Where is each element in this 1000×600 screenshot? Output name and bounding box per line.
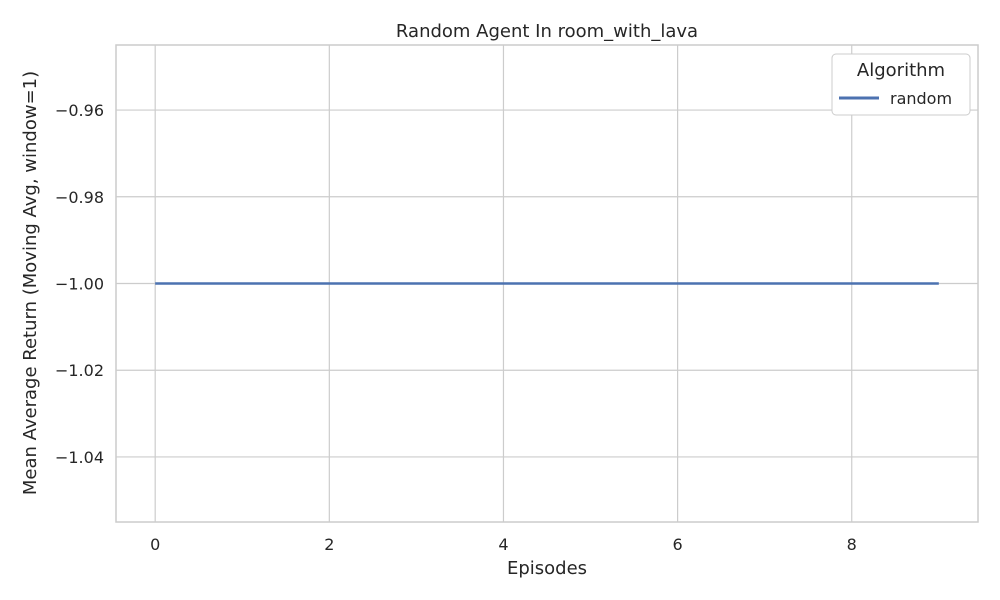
x-tick-label: 2 <box>324 535 334 554</box>
x-tick-label: 6 <box>673 535 683 554</box>
plot-frame <box>115 44 979 523</box>
x-tick-label: 0 <box>150 535 160 554</box>
y-tick-label: −1.02 <box>55 361 104 380</box>
x-axis-label: Episodes <box>507 558 587 579</box>
y-tick-label: −1.04 <box>55 448 104 467</box>
y-tick-label: −0.96 <box>55 101 104 120</box>
y-tick-label: −1.00 <box>55 275 104 294</box>
x-tick-label: 8 <box>847 535 857 554</box>
y-axis-label: Mean Average Return (Moving Avg, window=… <box>20 71 41 495</box>
legend-label-random: random <box>890 89 952 108</box>
y-tick-labels: −1.04 −1.02 −1.00 −0.98 −0.96 <box>55 101 104 467</box>
x-tick-labels: 0 2 4 6 8 <box>150 535 857 554</box>
legend-title: Algorithm <box>857 60 945 81</box>
y-tick-label: −0.98 <box>55 188 104 207</box>
chart-title: Random Agent In room_with_lava <box>396 21 698 42</box>
legend: Algorithm random <box>831 53 971 116</box>
x-tick-label: 4 <box>498 535 508 554</box>
legend-box <box>831 53 971 116</box>
